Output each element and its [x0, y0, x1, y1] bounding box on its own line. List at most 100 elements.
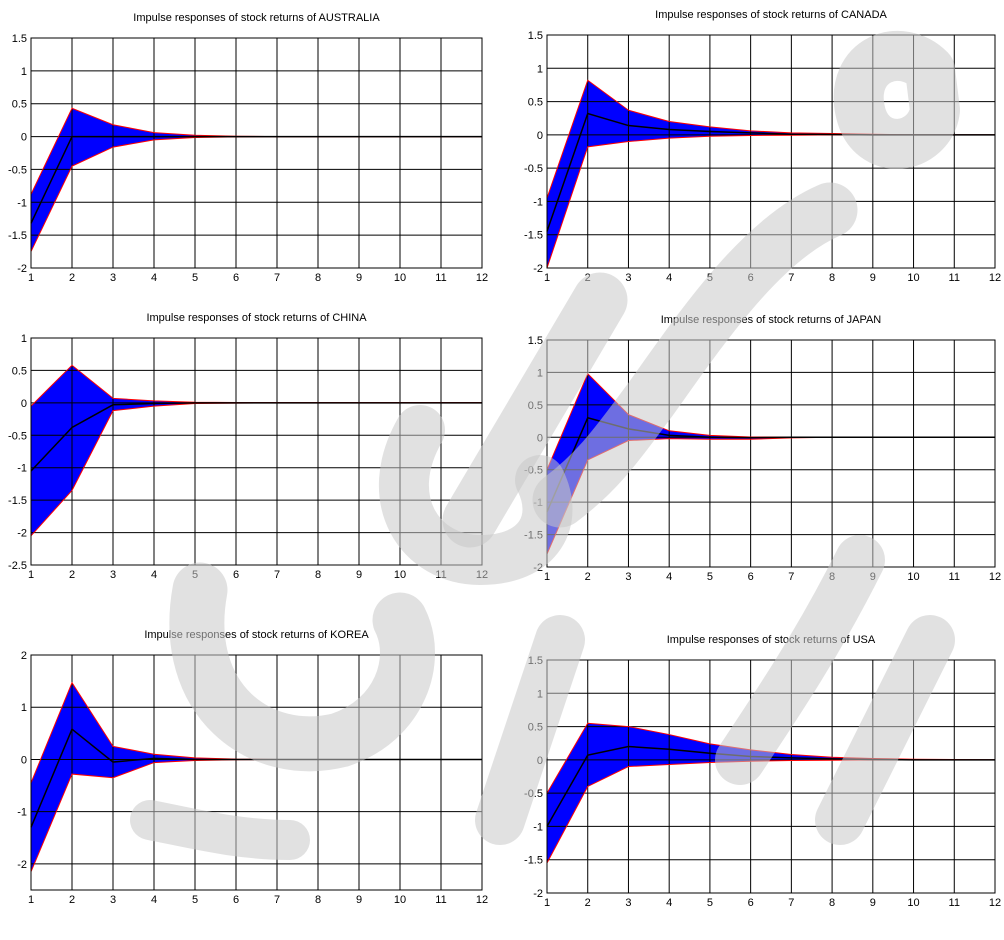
plot-frame — [30, 337, 483, 566]
y-tick-label: -1 — [533, 196, 543, 208]
x-tick-label: 6 — [233, 569, 239, 581]
x-tick-label: 1 — [544, 272, 550, 284]
chart-panel-3: Impulse responses of stock returns of CH… — [8, 312, 488, 581]
response-line — [30, 135, 482, 224]
chart-title: Impulse responses of stock returns of KO… — [144, 629, 369, 641]
x-tick-label: 9 — [356, 569, 362, 581]
x-tick-label: 10 — [907, 571, 919, 583]
x-tick-label: 12 — [476, 894, 488, 906]
y-tick-label: -0.5 — [524, 788, 543, 800]
x-tick-label: 6 — [748, 897, 754, 909]
y-tick-label: -1.5 — [524, 530, 543, 542]
y-tick-label: -1.5 — [8, 495, 27, 507]
x-tick-label: 1 — [28, 894, 34, 906]
y-tick-label: -1 — [17, 197, 27, 209]
y-tick-label: 0 — [21, 754, 27, 766]
x-tick-label: 12 — [989, 897, 1001, 909]
y-tick-label: -1 — [533, 821, 543, 833]
y-tick-label: -2 — [533, 562, 543, 574]
x-tick-label: 9 — [870, 272, 876, 284]
y-tick-label: 1 — [21, 333, 27, 345]
lower-bound-line — [30, 758, 482, 872]
chart-panel-6: Impulse responses of stock returns of US… — [524, 634, 1001, 909]
x-tick-label: 3 — [110, 569, 116, 581]
lower-bound-line — [30, 136, 482, 252]
y-tick-label: 0 — [537, 755, 543, 767]
confidence-band — [31, 365, 482, 536]
y-tick-label: -2 — [533, 263, 543, 275]
x-tick-label: 8 — [315, 569, 321, 581]
x-tick-label: 9 — [356, 272, 362, 284]
y-tick-label: -0.5 — [8, 164, 27, 176]
x-tick-label: 2 — [585, 571, 591, 583]
x-tick-label: 7 — [788, 897, 794, 909]
y-tick-label: 0.5 — [528, 97, 543, 109]
confidence-band — [31, 108, 482, 252]
x-tick-label: 2 — [69, 272, 75, 284]
y-tick-label: 1.5 — [528, 335, 543, 347]
plot-frame — [30, 37, 483, 269]
x-tick-label: 8 — [315, 894, 321, 906]
x-tick-label: 7 — [788, 571, 794, 583]
x-tick-label: 1 — [28, 569, 34, 581]
y-tick-label: -1.5 — [8, 230, 27, 242]
y-tick-label: -0.5 — [524, 163, 543, 175]
x-tick-label: 4 — [151, 272, 157, 284]
x-tick-label: 8 — [315, 272, 321, 284]
x-tick-label: 10 — [907, 897, 919, 909]
y-tick-label: -2 — [17, 528, 27, 540]
chart-panel-2: Impulse responses of stock returns of CA… — [524, 9, 1001, 284]
y-tick-label: -2 — [17, 859, 27, 871]
x-tick-label: 1 — [544, 571, 550, 583]
x-tick-label: 3 — [625, 897, 631, 909]
y-tick-label: 1.5 — [12, 33, 27, 45]
x-tick-label: 6 — [233, 272, 239, 284]
x-tick-label: 4 — [151, 569, 157, 581]
y-tick-label: 0.5 — [12, 99, 27, 111]
plot-frame — [546, 339, 996, 568]
y-tick-label: 1.5 — [528, 30, 543, 42]
x-tick-label: 12 — [989, 571, 1001, 583]
y-tick-label: 0 — [21, 132, 27, 144]
x-tick-label: 12 — [989, 272, 1001, 284]
x-tick-label: 8 — [829, 897, 835, 909]
x-tick-label: 5 — [192, 272, 198, 284]
x-tick-label: 8 — [829, 272, 835, 284]
x-tick-label: 6 — [748, 571, 754, 583]
confidence-band — [547, 723, 995, 864]
x-tick-label: 10 — [394, 894, 406, 906]
y-tick-label: -0.5 — [524, 465, 543, 477]
x-tick-label: 8 — [829, 571, 835, 583]
chart-title: Impulse responses of stock returns of CA… — [655, 9, 887, 21]
y-tick-label: 0 — [537, 130, 543, 142]
x-tick-label: 4 — [666, 272, 672, 284]
x-tick-label: 6 — [233, 894, 239, 906]
y-tick-label: 1 — [537, 367, 543, 379]
confidence-band — [31, 682, 482, 872]
x-tick-label: 5 — [192, 569, 198, 581]
y-tick-label: 1 — [537, 63, 543, 75]
y-tick-label: -1 — [17, 807, 27, 819]
x-tick-label: 11 — [949, 571, 960, 583]
x-tick-label: 3 — [625, 571, 631, 583]
x-tick-label: 3 — [110, 272, 116, 284]
chart-title: Impulse responses of stock returns of JA… — [661, 314, 882, 326]
y-tick-label: 0.5 — [12, 365, 27, 377]
y-tick-label: 1 — [537, 688, 543, 700]
lower-bound-line — [546, 759, 995, 864]
y-tick-label: 1 — [21, 702, 27, 714]
x-tick-label: 7 — [274, 894, 280, 906]
y-tick-label: 1.5 — [528, 655, 543, 667]
plot-frame — [546, 34, 996, 269]
x-tick-label: 11 — [435, 272, 446, 284]
y-tick-label: -1.5 — [524, 230, 543, 242]
x-tick-label: 11 — [949, 272, 960, 284]
x-tick-label: 2 — [69, 894, 75, 906]
x-tick-label: 11 — [435, 569, 446, 581]
y-tick-label: -2 — [533, 888, 543, 900]
x-tick-label: 2 — [585, 272, 591, 284]
chart-title: Impulse responses of stock returns of AU… — [133, 12, 380, 24]
y-tick-label: -2.5 — [8, 560, 27, 572]
x-tick-label: 12 — [476, 569, 488, 581]
x-tick-label: 7 — [274, 272, 280, 284]
